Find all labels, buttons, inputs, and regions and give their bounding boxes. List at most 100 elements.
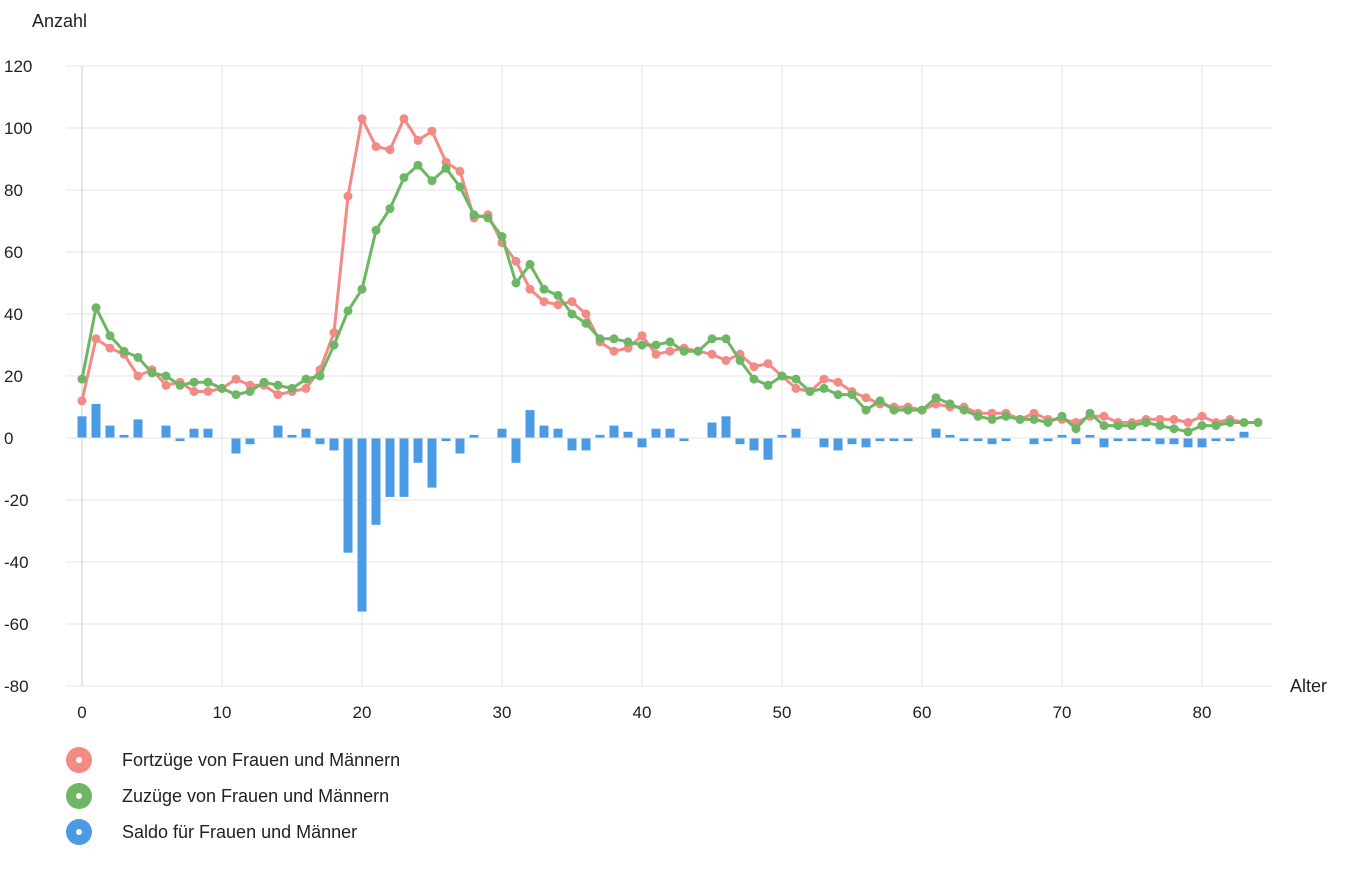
saldo-bar bbox=[441, 438, 451, 442]
fortzuege-point bbox=[203, 387, 213, 396]
fortzuege-point bbox=[357, 114, 367, 124]
saldo-bar bbox=[1127, 438, 1137, 442]
saldo-bar bbox=[511, 438, 521, 463]
saldo-bar bbox=[343, 438, 353, 553]
saldo-bar bbox=[1071, 438, 1081, 445]
zuzuege-point bbox=[511, 278, 521, 288]
line-series bbox=[77, 114, 1263, 437]
saldo-bar bbox=[973, 438, 983, 442]
zuzuege-point bbox=[903, 405, 913, 415]
y-tick-label: 20 bbox=[4, 367, 23, 386]
y-tick-label: -40 bbox=[4, 553, 29, 572]
zuzuege-point bbox=[651, 340, 661, 350]
saldo-bar bbox=[1183, 438, 1193, 448]
legend-item-saldo[interactable]: Saldo für Frauen und Männer bbox=[66, 814, 400, 850]
legend-item-zuzuege[interactable]: Zuzüge von Frauen und Männern bbox=[66, 778, 400, 814]
x-tick-label: 60 bbox=[913, 703, 932, 722]
x-tick-label: 40 bbox=[633, 703, 652, 722]
fortzuege-point bbox=[329, 328, 339, 338]
saldo-bar bbox=[1225, 438, 1235, 442]
tick-labels: 120 100 80 60 40 20 0 -20 -40 -60 -80 0 10 20 30 40 50 60… bbox=[4, 57, 1211, 722]
zuzuege-point bbox=[413, 160, 423, 170]
saldo-bar bbox=[931, 428, 941, 438]
saldo-bar bbox=[119, 434, 129, 438]
zuzuege-point bbox=[175, 380, 185, 390]
zuzuege-point bbox=[91, 303, 101, 313]
saldo-bar bbox=[301, 428, 311, 438]
saldo-bar bbox=[833, 438, 843, 451]
zuzuege-point bbox=[1169, 424, 1179, 434]
saldo-bar bbox=[623, 431, 633, 438]
saldo-bar bbox=[609, 425, 619, 438]
saldo-bar bbox=[1099, 438, 1109, 448]
fortzuege-point bbox=[245, 380, 255, 390]
y-tick-label: 0 bbox=[4, 429, 13, 448]
zuzuege-point bbox=[105, 331, 115, 341]
fortzuege-point bbox=[791, 383, 801, 393]
saldo-bar bbox=[455, 438, 465, 454]
y-tick-label: 60 bbox=[4, 243, 23, 262]
saldo-bar bbox=[1001, 438, 1011, 442]
zuzuege-point bbox=[245, 387, 255, 396]
fortzuege-point bbox=[1183, 418, 1193, 427]
saldo-bar bbox=[945, 434, 955, 438]
zuzuege-point bbox=[777, 371, 787, 381]
y-tick-label: 120 bbox=[4, 57, 32, 76]
saldo-bar bbox=[1043, 438, 1053, 442]
zuzuege-point bbox=[315, 371, 325, 381]
saldo-bar bbox=[77, 416, 87, 438]
zuzuege-point bbox=[1197, 421, 1207, 431]
zuzuege-point bbox=[525, 259, 535, 269]
fortzuege-point bbox=[133, 371, 143, 381]
saldo-bar bbox=[1141, 438, 1151, 442]
zuzuege-point bbox=[203, 377, 213, 387]
legend-label-zuzuege: Zuzüge von Frauen und Männern bbox=[122, 785, 390, 806]
saldo-bar bbox=[637, 438, 647, 448]
zuzuege-point bbox=[1113, 421, 1123, 431]
zuzuege-point bbox=[497, 232, 507, 241]
legend: Fortzüge von Frauen und Männern Zuzüge v… bbox=[66, 742, 400, 850]
zuzuege-point bbox=[721, 334, 731, 344]
zuzuege-point bbox=[665, 337, 675, 347]
fortzuege-point bbox=[539, 297, 549, 307]
zuzuege-point bbox=[1253, 418, 1263, 427]
fortzuege-point bbox=[721, 356, 731, 365]
saldo-bar bbox=[329, 438, 339, 451]
zuzuege-point bbox=[371, 225, 381, 235]
fortzuege-point bbox=[343, 191, 353, 201]
fortzuege-point bbox=[385, 145, 395, 155]
saldo-bar bbox=[231, 438, 241, 454]
zuzuege-point bbox=[343, 306, 353, 316]
saldo-bar bbox=[497, 428, 507, 438]
zuzuege-point bbox=[973, 411, 983, 421]
fortzuege-point bbox=[189, 387, 199, 396]
fortzuege-point bbox=[105, 343, 115, 353]
zuzuege-point bbox=[217, 383, 227, 393]
saldo-bar bbox=[161, 425, 171, 438]
legend-item-fortzuege[interactable]: Fortzüge von Frauen und Männern bbox=[66, 742, 400, 778]
grid-lines bbox=[66, 65, 1272, 687]
zuzuege-point bbox=[357, 284, 367, 294]
fortzuege-point bbox=[525, 284, 535, 294]
zuzuege-point bbox=[469, 210, 479, 220]
saldo-bar bbox=[133, 419, 143, 438]
zuzuege-point bbox=[875, 396, 885, 406]
saldo-bar bbox=[1211, 438, 1221, 442]
saldo-bar bbox=[1113, 438, 1123, 442]
x-tick-label: 50 bbox=[773, 703, 792, 722]
zuzuege-point bbox=[1057, 411, 1067, 421]
fortzuege-point bbox=[301, 383, 311, 393]
fortzuege-point bbox=[399, 114, 409, 124]
legend-label-fortzuege: Fortzüge von Frauen und Männern bbox=[122, 749, 401, 770]
saldo-bar bbox=[357, 438, 367, 612]
saldo-bar bbox=[371, 438, 381, 525]
y-tick-label: 40 bbox=[4, 305, 23, 324]
saldo-bar bbox=[763, 438, 773, 460]
zuzuege-point bbox=[581, 318, 591, 328]
saldo-bar bbox=[553, 428, 563, 438]
x-tick-label: 30 bbox=[493, 703, 512, 722]
fortzuege-point bbox=[77, 396, 87, 406]
saldo-bar bbox=[707, 422, 717, 438]
y-tick-label: -20 bbox=[4, 491, 29, 510]
x-tick-label: 10 bbox=[213, 703, 232, 722]
